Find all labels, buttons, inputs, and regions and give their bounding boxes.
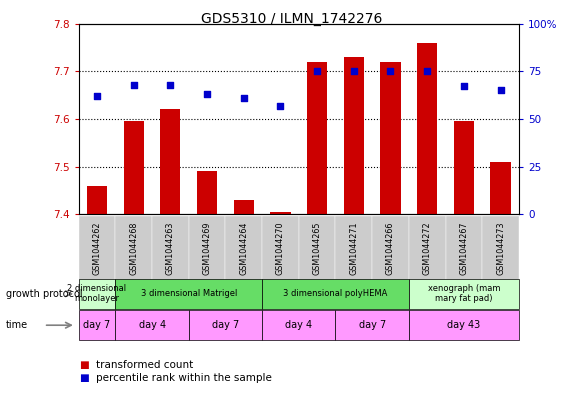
Text: day 7: day 7 — [83, 320, 111, 330]
Point — [166, 81, 175, 88]
Point — [239, 95, 248, 101]
Point — [129, 81, 138, 88]
Point — [349, 68, 359, 74]
Text: growth protocol: growth protocol — [6, 289, 82, 299]
Text: GSM1044266: GSM1044266 — [386, 222, 395, 275]
Text: 2 dimensional
monolayer: 2 dimensional monolayer — [68, 284, 127, 303]
Bar — [307, 62, 327, 214]
Text: day 4: day 4 — [139, 320, 166, 330]
Bar — [87, 185, 107, 214]
Bar — [490, 162, 511, 214]
Bar — [271, 212, 290, 214]
Point — [276, 103, 285, 109]
Text: time: time — [6, 320, 28, 330]
Text: GSM1044271: GSM1044271 — [349, 222, 359, 275]
Point — [202, 91, 212, 97]
Point — [459, 83, 469, 90]
Text: percentile rank within the sample: percentile rank within the sample — [96, 373, 272, 383]
Text: day 7: day 7 — [359, 320, 386, 330]
Point — [496, 87, 505, 94]
Text: transformed count: transformed count — [96, 360, 194, 370]
Bar — [454, 121, 474, 214]
Text: GSM1044269: GSM1044269 — [202, 222, 212, 275]
Bar — [160, 109, 181, 214]
Text: GSM1044268: GSM1044268 — [129, 222, 138, 275]
Text: day 7: day 7 — [212, 320, 239, 330]
Text: GSM1044265: GSM1044265 — [312, 222, 322, 275]
Text: 3 dimensional polyHEMA: 3 dimensional polyHEMA — [283, 289, 388, 298]
Text: GSM1044267: GSM1044267 — [459, 222, 468, 275]
Text: 3 dimensional Matrigel: 3 dimensional Matrigel — [141, 289, 237, 298]
Bar — [344, 57, 364, 214]
Point — [423, 68, 432, 74]
Bar — [417, 43, 437, 214]
Point — [386, 68, 395, 74]
Text: ■: ■ — [79, 373, 89, 383]
Text: day 43: day 43 — [447, 320, 480, 330]
Text: day 4: day 4 — [285, 320, 312, 330]
Bar — [197, 171, 217, 214]
Text: GSM1044264: GSM1044264 — [239, 222, 248, 275]
Text: GSM1044262: GSM1044262 — [93, 222, 101, 275]
Text: GSM1044273: GSM1044273 — [496, 222, 505, 275]
Text: GDS5310 / ILMN_1742276: GDS5310 / ILMN_1742276 — [201, 12, 382, 26]
Bar — [124, 121, 144, 214]
Text: xenograph (mam
mary fat pad): xenograph (mam mary fat pad) — [427, 284, 500, 303]
Text: GSM1044272: GSM1044272 — [423, 222, 431, 275]
Text: ■: ■ — [79, 360, 89, 370]
Bar — [380, 62, 401, 214]
Bar — [234, 200, 254, 214]
Text: GSM1044263: GSM1044263 — [166, 222, 175, 275]
Point — [92, 93, 101, 99]
Text: GSM1044270: GSM1044270 — [276, 222, 285, 275]
Point — [312, 68, 322, 74]
